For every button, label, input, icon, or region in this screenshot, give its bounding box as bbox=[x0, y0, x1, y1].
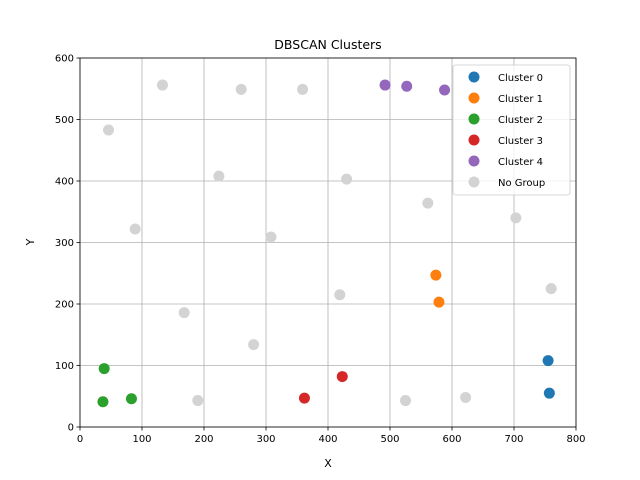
data-point-series-5 bbox=[103, 124, 115, 136]
data-point-series-4 bbox=[379, 79, 391, 91]
y-tick-label: 200 bbox=[55, 300, 74, 311]
legend-marker bbox=[468, 134, 480, 146]
legend-label: Cluster 3 bbox=[498, 136, 543, 147]
y-tick-label: 600 bbox=[55, 54, 74, 65]
legend-label: Cluster 0 bbox=[498, 73, 543, 84]
x-tick-label: 700 bbox=[504, 434, 523, 445]
x-tick-label: 400 bbox=[318, 434, 337, 445]
data-point-series-5 bbox=[265, 231, 277, 243]
legend-label: Cluster 1 bbox=[498, 94, 543, 105]
legend: Cluster 0 Cluster 1 Cluster 2 Cluster 3 Clus… bbox=[452, 64, 571, 196]
x-axis-label: X bbox=[324, 457, 332, 470]
data-point-series-4 bbox=[439, 84, 451, 96]
data-point-series-5 bbox=[545, 283, 557, 295]
data-point-series-0 bbox=[543, 387, 555, 399]
legend-label: Cluster 2 bbox=[498, 115, 543, 126]
data-point-series-5 bbox=[248, 339, 260, 351]
data-points bbox=[97, 79, 557, 408]
data-point-series-0 bbox=[542, 355, 554, 367]
x-tick-label: 500 bbox=[380, 434, 399, 445]
data-point-series-2 bbox=[98, 363, 110, 375]
y-axis-label: Y bbox=[24, 238, 37, 246]
y-tick-label: 300 bbox=[55, 238, 74, 249]
x-tick-label: 100 bbox=[132, 434, 151, 445]
legend-marker bbox=[468, 92, 480, 104]
legend-marker bbox=[468, 176, 480, 188]
data-point-series-5 bbox=[400, 395, 411, 407]
legend-label: Cluster 4 bbox=[498, 157, 543, 168]
x-tick-label: 200 bbox=[194, 434, 213, 445]
data-point-series-5 bbox=[235, 83, 247, 95]
data-point-series-5 bbox=[341, 173, 353, 185]
legend-label: No Group bbox=[498, 178, 545, 189]
legend-marker bbox=[468, 71, 480, 83]
data-point-series-3 bbox=[298, 392, 310, 404]
x-tick-label: 300 bbox=[256, 434, 275, 445]
legend-marker bbox=[468, 155, 480, 167]
y-tick-label: 500 bbox=[55, 115, 74, 126]
data-point-series-2 bbox=[97, 396, 109, 408]
data-point-series-5 bbox=[178, 307, 190, 319]
data-point-series-5 bbox=[422, 197, 434, 209]
plot-frame bbox=[79, 57, 577, 428]
legend-marker bbox=[468, 113, 480, 125]
data-point-series-5 bbox=[129, 223, 141, 235]
data-point-series-5 bbox=[192, 395, 204, 407]
data-point-series-5 bbox=[334, 289, 346, 301]
x-tick-label: 600 bbox=[442, 434, 461, 445]
x-tick-label: 0 bbox=[77, 434, 83, 445]
y-tick-label: 100 bbox=[55, 361, 74, 372]
data-point-series-1 bbox=[430, 269, 442, 281]
data-point-series-2 bbox=[125, 393, 137, 405]
x-tick-label: 800 bbox=[566, 434, 585, 445]
data-point-series-1 bbox=[433, 296, 445, 308]
y-tick-label: 400 bbox=[55, 177, 74, 188]
chart-title: DBSCAN Clusters bbox=[274, 37, 381, 52]
data-point-series-5 bbox=[297, 83, 309, 95]
data-point-series-4 bbox=[401, 80, 413, 92]
axes: 0 100 200 300 400 500 600 700 800 0 100 200 300 400 50… bbox=[55, 54, 586, 446]
data-point-series-3 bbox=[336, 371, 348, 383]
legend-box bbox=[452, 64, 571, 196]
data-point-series-5 bbox=[156, 79, 168, 91]
data-point-series-5 bbox=[213, 170, 225, 182]
y-tick-label: 0 bbox=[68, 423, 74, 434]
data-point-series-5 bbox=[510, 212, 522, 224]
data-point-series-5 bbox=[460, 391, 472, 403]
